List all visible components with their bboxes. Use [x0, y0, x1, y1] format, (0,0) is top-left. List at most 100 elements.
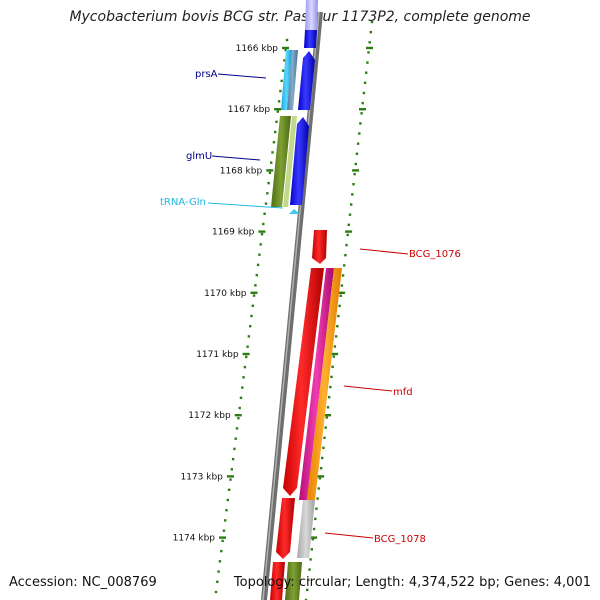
- feature-BCG_1078-cds: [276, 498, 295, 559]
- gene-features: [270, 0, 342, 600]
- outer-tick-ring: [304, 20, 374, 600]
- outer-ring-dot: [355, 152, 359, 155]
- outer-ring-dot: [334, 335, 338, 338]
- outer-ring-dot: [339, 294, 342, 297]
- kbp-label: 1170 kbp: [204, 289, 247, 299]
- feature-red-cds-bottom: [270, 562, 285, 600]
- outer-ring-dot: [326, 406, 330, 409]
- feature-mfd-cds: [283, 268, 324, 496]
- outer-ring-dot: [343, 264, 346, 267]
- outer-ring-dot: [321, 456, 324, 460]
- feature-slate-cds: [287, 50, 298, 110]
- outer-kbp-tick: [310, 536, 318, 539]
- kbp-label: 1172 kbp: [188, 411, 231, 421]
- inner-ring-dot: [233, 447, 236, 451]
- kbp-tick: [242, 352, 250, 356]
- inner-ring-dot: [283, 59, 286, 62]
- inner-tick-ring: [214, 38, 289, 594]
- outer-ring-dot: [350, 203, 353, 206]
- kbp-label: 1174 kbp: [173, 534, 216, 544]
- gene-label-tRNA-Gln: tRNA-Gln: [160, 197, 206, 208]
- inner-ring-dot: [249, 325, 252, 328]
- feature-olive-cds: [271, 116, 291, 207]
- outer-ring-dot: [306, 588, 309, 592]
- outer-ring-dot: [332, 355, 335, 358]
- feature-lavender-cds: [305, 0, 318, 30]
- outer-ring-dot: [325, 416, 328, 419]
- kbp-tick: [258, 230, 266, 233]
- outer-ring-dot: [369, 30, 372, 34]
- inner-ring-dot: [255, 273, 258, 277]
- gene-label-BCG_1076: BCG_1076: [409, 249, 461, 260]
- inner-ring-dot: [230, 468, 233, 471]
- outer-ring-dot: [353, 172, 356, 176]
- inner-ring-dot: [242, 376, 245, 379]
- kbp-label: 1173 kbp: [180, 472, 223, 482]
- kbp-ruler: 1166 kbp 1167 kbp 1168 kbp 1169 kbp 1170 kbp…: [173, 44, 373, 544]
- inner-ring-dot: [225, 509, 228, 512]
- outer-ring-dot: [308, 568, 311, 571]
- inner-ring-dot: [279, 89, 282, 93]
- inner-ring-dot: [217, 570, 220, 573]
- gene-label-glmU: glmU: [186, 151, 212, 162]
- inner-ring-dot: [246, 345, 249, 348]
- outer-kbp-tick: [366, 46, 373, 50]
- kbp-tick: [282, 46, 289, 50]
- outer-ring-dot: [362, 91, 366, 95]
- inner-ring-dot: [239, 396, 243, 399]
- inner-ring-dot: [229, 478, 232, 481]
- kbp-tick: [250, 291, 258, 294]
- kbp-label: 1169 kbp: [212, 228, 255, 238]
- outer-ring-dot: [322, 446, 325, 450]
- outer-ring-dot: [345, 243, 348, 247]
- outer-ring-dot: [340, 284, 344, 287]
- inner-ring-dot: [247, 335, 251, 338]
- inner-ring-dot: [264, 202, 268, 205]
- gene-label-mfd: mfd: [393, 387, 413, 398]
- inner-ring-dot: [280, 79, 283, 83]
- inner-ring-dot: [256, 263, 260, 267]
- inner-ring-dot: [241, 386, 244, 389]
- feature-prsA-cds: [298, 51, 315, 110]
- feature-glmU-cds: [290, 117, 309, 205]
- inner-ring-dot: [270, 161, 273, 164]
- accession-label: Accession: NC_008769: [9, 575, 157, 590]
- kbp-tick: [266, 169, 274, 172]
- topology-summary: Topology: circular; Length: 4,374,522 bp…: [233, 575, 591, 590]
- outer-ring-dot: [368, 41, 371, 44]
- outer-ring-dot: [344, 254, 347, 257]
- inner-ring-dot: [268, 171, 272, 175]
- outer-ring-dot: [366, 61, 369, 64]
- outer-ring-dot: [348, 213, 352, 216]
- inner-ring-dot: [267, 181, 270, 185]
- inner-ring-dot: [252, 294, 256, 297]
- inner-ring-dot: [227, 488, 231, 491]
- outer-ring-dot: [329, 385, 332, 389]
- outer-ring-dot: [318, 477, 322, 480]
- inner-ring-dot: [263, 212, 266, 215]
- feature-blue-cds-1: [304, 30, 317, 48]
- outer-ring-dot: [324, 426, 327, 429]
- outer-ring-dot: [331, 365, 334, 368]
- outer-ring-dot: [367, 51, 370, 54]
- outer-ring-dot: [319, 467, 323, 470]
- inner-ring-dot: [245, 355, 248, 359]
- inner-ring-dot: [234, 437, 237, 440]
- outer-ring-dot: [316, 497, 319, 500]
- feature-BCG_1076-cds: [312, 230, 327, 264]
- gene-label-BCG_1078: BCG_1078: [374, 534, 426, 545]
- outer-kbp-tick: [345, 230, 353, 233]
- outer-ring-dot: [338, 304, 341, 308]
- outer-ring-dot: [365, 71, 368, 74]
- outer-ring-dot: [337, 314, 340, 318]
- inner-ring-dot: [266, 192, 269, 195]
- outer-ring-dot: [361, 101, 364, 105]
- feature-olive-cds-bottom: [285, 562, 302, 600]
- kbp-label: 1168 kbp: [220, 166, 263, 176]
- inner-ring-dot: [258, 253, 261, 256]
- inner-ring-dot: [262, 222, 265, 226]
- inner-ring-dot: [220, 549, 223, 553]
- outer-ring-dot: [347, 223, 350, 226]
- outer-ring-dot: [309, 558, 312, 561]
